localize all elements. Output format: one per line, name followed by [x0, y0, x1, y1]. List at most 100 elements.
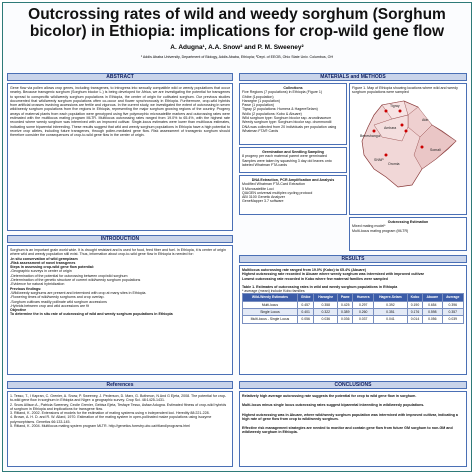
map-box: Figure 1. Map of Ethiopia showing locati… [349, 83, 467, 215]
list-item: Highest outcrossing was in Abuare, where… [242, 412, 458, 421]
list-item: -Risk assessment of novel transgenes [10, 260, 76, 265]
list-item: Ghibe (1population) [242, 94, 274, 99]
map-label: Oromia [388, 162, 400, 166]
title: Outcrossing rates of wild and weedy sorg… [28, 6, 446, 40]
table-cell: 0.036 [313, 315, 339, 324]
site [400, 123, 404, 127]
section-heading: INTRODUCTION [7, 235, 233, 243]
results-box: Multilocus outcrossing rate ranged from … [239, 265, 467, 375]
table-row: Single Locus 0.401 0.322 0.389 0.260 0.351 0.1… [242, 308, 464, 317]
table-cell: 0.654 [422, 300, 443, 310]
list-item: To determine the in situ rate of outcros… [10, 312, 173, 317]
table-cell: 0.056 [296, 315, 315, 324]
list-item: -Determination of the genetic structure … [10, 278, 141, 283]
list-item: Sorghum is an important grain world wide… [10, 248, 226, 257]
site [384, 109, 388, 113]
map-label: Beneshangul [360, 134, 381, 138]
column-header: Ghibe [296, 293, 315, 302]
list-item: DNA was collected from 20 individuals pe… [242, 124, 337, 133]
region [373, 114, 409, 141]
list-item: -Evidence for natural hybridization [10, 282, 65, 287]
list-item: 8 progeny per each maternal parent were … [242, 154, 327, 159]
site [372, 129, 376, 133]
table-cell: 0.389 [337, 308, 354, 317]
table-cell: 0.351 [373, 308, 408, 317]
conclusions-box: Relatively high average outcrossing rate… [239, 391, 467, 467]
table-cell: 0.037 [352, 315, 375, 324]
list-item: Modified Whatman FTA Card Extraction [242, 182, 306, 187]
table-cell: 0.260 [352, 308, 375, 317]
section-heading: References [7, 381, 233, 389]
section-heading: RESULTS [239, 255, 467, 263]
column-header: Average [441, 293, 464, 302]
list-item: Lowest outcrossing rate recorded in Kobo… [242, 276, 388, 281]
section-heading: MATERIALS and METHODS [239, 73, 467, 81]
table-cell: 0.357 [441, 308, 464, 317]
list-item: Previous findings: [10, 286, 42, 291]
subheading: DNA Extraction, PCR Amplification and An… [251, 178, 335, 182]
list-item: Highest outcrossing rate recorded in Abu… [242, 272, 424, 277]
table-row: Multi-locus 0.457 0.358 0.425 0.297 0.392 0.19… [242, 300, 464, 310]
abstract-text: Gene flow via pollen allows crop genes, … [7, 83, 233, 231]
map-label: SNNP [374, 158, 384, 162]
map-label: Somali [430, 148, 441, 152]
list-item: Five Regions (7 populations) in Ethiopia… [242, 90, 323, 95]
table-cell: 0.396 [441, 300, 464, 310]
table-cell: 0.039 [441, 315, 464, 324]
table-header-row: Wild-Weedy Estimates Ghibe Hararghe Pawe Hum… [242, 293, 464, 302]
column-header: Wild-Weedy Estimates [242, 293, 298, 302]
map-label: Afar [422, 118, 429, 122]
table-cell: Multi-locus [242, 300, 298, 310]
site [398, 109, 402, 113]
table-note: * average (mean) include Kobo families [242, 289, 305, 294]
references-box: 1. Tesso, T., I Kapran, C. Grenier, A. S… [7, 391, 233, 467]
column-header: Hararghe [313, 293, 339, 302]
germination-box: Germination and Seedling Sampling 8 prog… [239, 147, 347, 173]
list-item: 1. Tesso, T., I Kapran, C. Grenier, A. S… [10, 394, 227, 403]
subheading: Outcrossing Estimation [387, 220, 429, 224]
table-cell: 0.176 [406, 308, 424, 317]
section-heading: ABSTRACT [7, 73, 233, 81]
table-cell: 0.297 [352, 300, 375, 310]
list-item: Multilocus outcrossing rate ranged from … [242, 268, 367, 272]
affiliations: ¹ Addis Ababa University, Department of … [140, 55, 334, 59]
site [384, 153, 388, 157]
outcrossing-box: Outcrossing Estimation Mixed mating mode… [349, 217, 467, 251]
list-item: GeneMapper 3.7 software [242, 199, 284, 204]
list-item: Relatively high average outcrossing rate… [242, 394, 417, 398]
table-cell: 0.036 [337, 315, 354, 324]
authors: A. Adugna¹, A.A. Snow² and P. M. Sweeney… [170, 44, 304, 51]
table-cell: 0.041 [373, 315, 408, 324]
subheading: Collections [283, 86, 303, 90]
table-cell: 0.598 [422, 308, 443, 317]
list-item: -Flowering times of wild/weedy sorghums … [10, 295, 105, 300]
results-table: Wild-Weedy Estimates Ghibe Hararghe Pawe Hum… [242, 293, 464, 324]
column-header: Kobo [406, 293, 424, 302]
dna-list: Modified Whatman FTA Card Extraction 5 Mi… [242, 182, 344, 203]
list-item: Multi-locus minus single locus outcrossi… [242, 403, 425, 408]
region [413, 124, 457, 169]
table-cell: 0.401 [296, 308, 315, 317]
dna-box: DNA Extraction, PCR Amplification and An… [239, 175, 347, 215]
list-item: 5. Ritland, K. 2004. Multilocus mating s… [10, 424, 191, 429]
list-item: Objective [10, 308, 27, 313]
list-item: 5 Microsatellite Loci [242, 186, 274, 191]
list-item: 4. Brown, A. H. D. and R. W. Allard, 197… [10, 415, 212, 424]
table-caption: Table 1. Estimates of outcrossing rates … [242, 284, 398, 289]
subheading: Germination and Seedling Sampling [262, 150, 324, 154]
table-cell: 0.014 [406, 315, 424, 324]
table-row: Multi-locus - Single Locus 0.056 0.036 0.03… [242, 315, 464, 324]
list-item: -Determination of the potential for outc… [10, 273, 128, 278]
column-header: Pawe [337, 293, 354, 302]
table-cell: 0.392 [373, 300, 408, 310]
table-cell: 0.056 [422, 315, 443, 324]
list-item: Samples were taken by squashing 3 day ol… [242, 158, 332, 167]
list-item: Wild sorghum type: Sorghum bicolor ssp. … [242, 116, 332, 121]
list-item: Wollo (2 populations: Kobo & Abuare) [242, 111, 302, 116]
collections-box: Collections Five Regions (7 populations)… [239, 83, 347, 145]
list-item: Weedy sorghum type: Sorghum bicolor ssp.… [242, 120, 332, 125]
list-item: Steps in assessing crop-wild gene flow p… [10, 265, 95, 270]
